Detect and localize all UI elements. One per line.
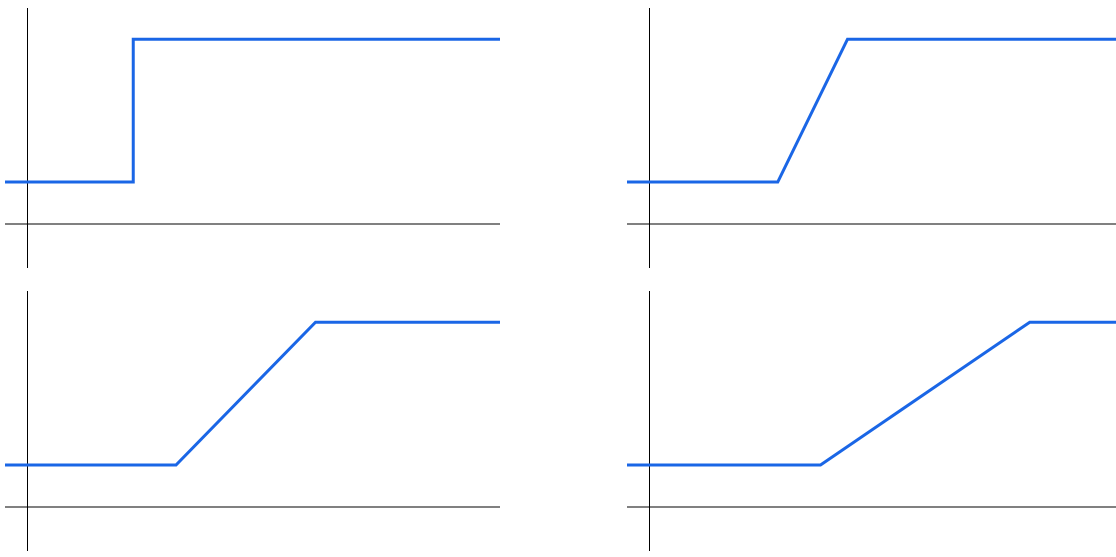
chart-panel-medium-ramp xyxy=(0,287,500,557)
series-line xyxy=(627,320,1116,467)
series-line xyxy=(5,37,500,184)
chart-panel-steep-ramp xyxy=(622,4,1116,274)
chart-panel-gentle-ramp xyxy=(622,287,1116,557)
chart-svg-medium-ramp xyxy=(5,291,500,551)
chart-svg-steep-ramp xyxy=(627,8,1116,268)
series-line xyxy=(627,37,1116,184)
chart-panel-step xyxy=(0,4,500,274)
chart-svg-step xyxy=(5,8,500,268)
series-line xyxy=(5,320,500,467)
chart-svg-gentle-ramp xyxy=(627,291,1116,551)
